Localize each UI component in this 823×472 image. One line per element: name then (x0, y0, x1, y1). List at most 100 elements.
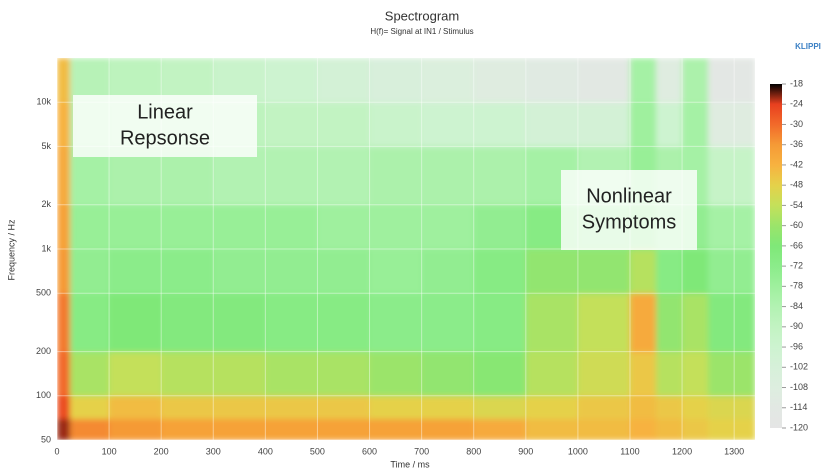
heat-cell (708, 351, 755, 397)
colorbar-tick-label: -108 (790, 382, 808, 392)
heat-cell (57, 395, 71, 420)
heat-cell (213, 395, 266, 420)
heat-cell (473, 418, 527, 440)
heat-cell (629, 293, 657, 353)
annotation-text: Repsonse (120, 127, 210, 149)
heat-cell (525, 58, 579, 103)
heat-cell (656, 418, 683, 440)
colorbar-tick-label: -84 (790, 301, 803, 311)
heat-cell (369, 418, 423, 440)
heat-cell (317, 102, 371, 147)
colorbar-scale (770, 84, 782, 428)
heat-cell (682, 58, 709, 103)
y-tick-label: 200 (36, 346, 51, 356)
annotation-text: Linear (137, 101, 193, 123)
heat-cell (473, 102, 527, 147)
heatmap-cells (57, 58, 755, 440)
heat-cell (109, 351, 162, 397)
x-tick-label: 900 (518, 446, 533, 456)
x-tick-label: 200 (154, 446, 169, 456)
heat-cell (629, 395, 657, 420)
heat-cell (161, 249, 214, 294)
heat-cell (109, 418, 162, 440)
heat-cell (57, 58, 71, 103)
colorbar-tick-label: -42 (790, 159, 803, 169)
colorbar: -18 -24 -30 -36 -42 -48 -54 -60 -66 -72 -78 -84 -90 -… (770, 78, 808, 432)
heat-cell (656, 249, 683, 294)
heat-cell (317, 293, 371, 353)
colorbar-tick-label: -48 (790, 180, 803, 190)
heat-cell (317, 146, 371, 206)
heat-cell (656, 102, 683, 147)
annotation-text: Nonlinear (586, 185, 672, 207)
heat-cell (109, 204, 162, 250)
heat-cell (317, 204, 371, 250)
heat-cell (577, 395, 631, 420)
heat-cell (369, 146, 423, 206)
heat-cell (317, 418, 371, 440)
y-tick-label: 10k (36, 97, 51, 107)
heat-cell (473, 395, 527, 420)
heat-cell (369, 395, 423, 420)
heat-cell (708, 102, 755, 147)
heat-cell (161, 204, 214, 250)
heat-cell (708, 249, 755, 294)
heat-cell (265, 395, 318, 420)
heat-cell (656, 351, 683, 397)
heat-cell (421, 58, 475, 103)
colorbar-tick-label: -18 (790, 78, 803, 88)
x-tick-label: 500 (310, 446, 325, 456)
heat-cell (473, 146, 527, 206)
heat-cell (109, 293, 162, 353)
heat-cell (265, 146, 318, 206)
heat-cell (525, 418, 579, 440)
heat-cell (421, 293, 475, 353)
heat-cell (629, 58, 657, 103)
heat-cell (57, 249, 71, 294)
heat-cell (473, 58, 527, 103)
colorbar-tick-label: -72 (790, 260, 803, 270)
heat-cell (629, 351, 657, 397)
heat-cell (682, 418, 709, 440)
heat-cell (577, 351, 631, 397)
heat-cell (213, 249, 266, 294)
x-tick-label: 1000 (568, 446, 588, 456)
annotation-box (73, 95, 257, 157)
heat-cell (57, 146, 71, 206)
heat-cell (369, 351, 423, 397)
heat-cell (70, 418, 110, 440)
heat-cell (421, 102, 475, 147)
heat-cell (57, 351, 71, 397)
heat-cell (421, 249, 475, 294)
x-tick-label: 1100 (620, 446, 639, 456)
heat-cell (369, 58, 423, 103)
x-tick-label: 800 (466, 446, 481, 456)
annotation-box (561, 170, 697, 250)
heat-cell (682, 249, 709, 294)
annotation-text: Symptoms (582, 211, 676, 233)
heat-cell (708, 418, 755, 440)
heat-cell (708, 395, 755, 420)
heat-cell (265, 58, 318, 103)
colorbar-tick-label: -24 (790, 99, 803, 109)
chart-title: Spectrogram (385, 8, 459, 23)
colorbar-tick-label: -96 (790, 341, 803, 351)
heat-cell (161, 293, 214, 353)
heat-cell (70, 204, 110, 250)
x-tick-label: 700 (414, 446, 429, 456)
heat-cell (70, 293, 110, 353)
heat-cell (421, 351, 475, 397)
heat-cell (213, 204, 266, 250)
heat-cell (525, 351, 579, 397)
heat-cell (421, 146, 475, 206)
heat-cell (109, 395, 162, 420)
heat-cell (421, 395, 475, 420)
x-tick-label: 1300 (724, 446, 744, 456)
heat-cell (577, 102, 631, 147)
colorbar-tick-label: -60 (790, 220, 803, 230)
heat-cell (161, 418, 214, 440)
heat-cell (369, 293, 423, 353)
heat-cell (265, 249, 318, 294)
x-tick-label: 0 (54, 446, 59, 456)
